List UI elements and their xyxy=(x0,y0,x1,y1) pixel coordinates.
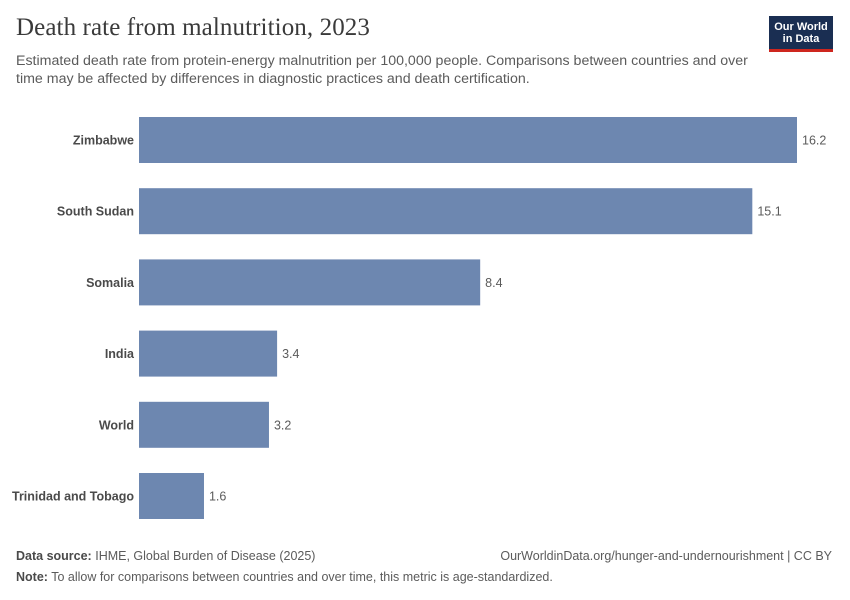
chart-title: Death rate from malnutrition, 2023 xyxy=(16,14,370,41)
data-source-text: IHME, Global Burden of Disease (2025) xyxy=(95,549,316,563)
chart-subtitle: Estimated death rate from protein-energy… xyxy=(16,53,748,87)
category-label: World xyxy=(99,418,134,432)
category-label: India xyxy=(105,347,135,361)
bar-chart: Zimbabwe 16.2 South Sudan 15.1 Somalia 8.4 Ind… xyxy=(12,117,826,519)
bar-india[interactable] xyxy=(139,330,278,377)
source-url-link[interactable]: OurWorldinData.org/hunger-and-undernouri… xyxy=(500,549,832,563)
bar-somalia[interactable] xyxy=(139,259,481,306)
category-label: Somalia xyxy=(86,276,135,290)
note-label: Note: xyxy=(16,570,48,584)
data-source-label: Data source: xyxy=(16,549,92,563)
value-label: 1.6 xyxy=(209,490,226,504)
note-text: To allow for comparisons between countri… xyxy=(51,570,553,584)
bar-zimbabwe[interactable] xyxy=(139,117,797,163)
logo-line-1: Our World xyxy=(774,21,828,33)
category-label: Trinidad and Tobago xyxy=(12,490,134,504)
value-label: 8.4 xyxy=(485,276,502,290)
owid-logo[interactable]: Our World in Data xyxy=(769,16,833,52)
data-source: Data source: IHME, Global Burden of Dise… xyxy=(16,549,832,563)
bar-trinidad-and-tobago[interactable] xyxy=(139,473,204,519)
value-label: 3.2 xyxy=(274,418,291,432)
logo-line-2: in Data xyxy=(782,33,820,45)
bar-south-sudan[interactable] xyxy=(139,188,753,235)
value-label: 16.2 xyxy=(802,134,826,148)
bar-world[interactable] xyxy=(139,401,269,448)
category-label: Zimbabwe xyxy=(73,134,134,148)
value-label: 15.1 xyxy=(757,205,781,219)
category-label: South Sudan xyxy=(57,205,134,219)
note: Note: To allow for comparisons between c… xyxy=(16,570,832,584)
value-label: 3.4 xyxy=(282,347,299,361)
